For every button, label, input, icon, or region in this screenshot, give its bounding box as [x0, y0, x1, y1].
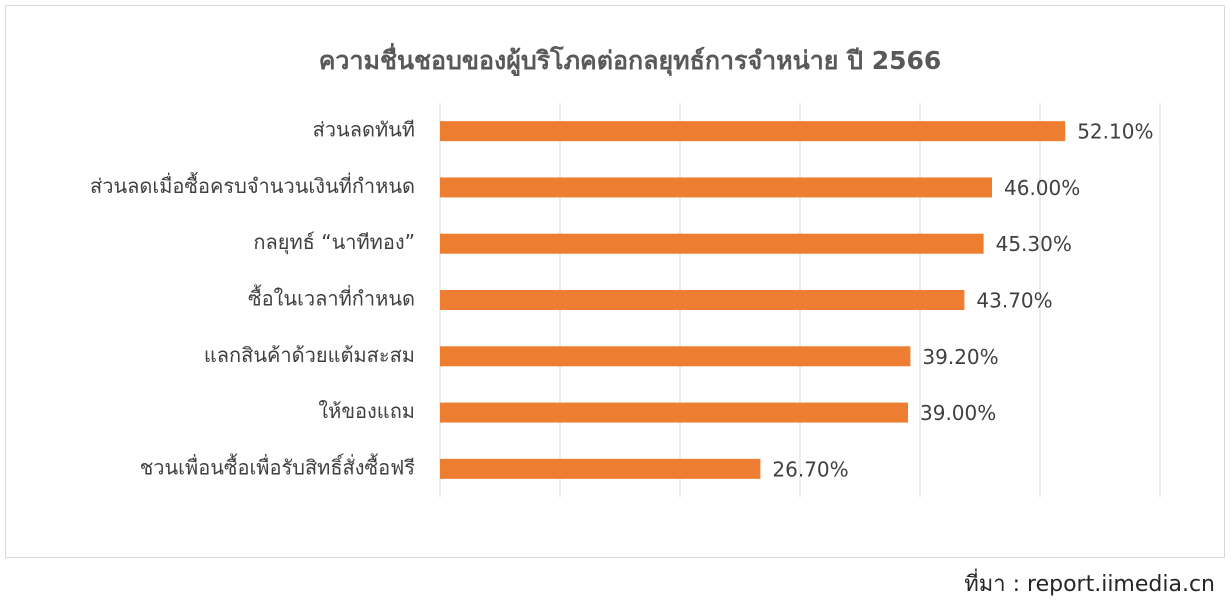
value-label: 39.20% [922, 345, 998, 369]
category-label: ให้ของแถม [318, 399, 415, 423]
value-label: 26.70% [772, 457, 848, 481]
source-note: ที่มา : report.iimedia.cn [964, 568, 1215, 597]
bar [440, 458, 761, 479]
bar [440, 177, 992, 198]
category-label: กลยุทธ์ “นาทีทอง” [253, 230, 415, 255]
category-label: ชวนเพื่อนซื้อเพื่อรับสิทธิ์สั่งซื้อฟรี [140, 452, 416, 479]
bar [440, 346, 911, 367]
bar [440, 121, 1066, 142]
bar [440, 402, 908, 423]
chart-title: ความชื่นชอบของผู้บริโภคต่อกลยุทธ์การจำหน… [319, 43, 942, 77]
value-label: 46.00% [1004, 176, 1080, 200]
category-label: ส่วนลดทันที [313, 118, 415, 142]
value-label: 39.00% [920, 401, 996, 425]
value-label: 43.70% [976, 289, 1052, 313]
category-label: แลกสินค้าด้วยแต้มสะสม [204, 343, 415, 367]
bar [440, 290, 965, 310]
value-label: 45.30% [996, 232, 1072, 256]
bar [440, 233, 984, 254]
category-label: ซื้อในเวลาที่กำหนด [248, 285, 415, 311]
category-label: ส่วนลดเมื่อซื้อครบจำนวนเงินที่กำหนด [90, 172, 415, 198]
value-label: 52.10% [1077, 120, 1153, 144]
